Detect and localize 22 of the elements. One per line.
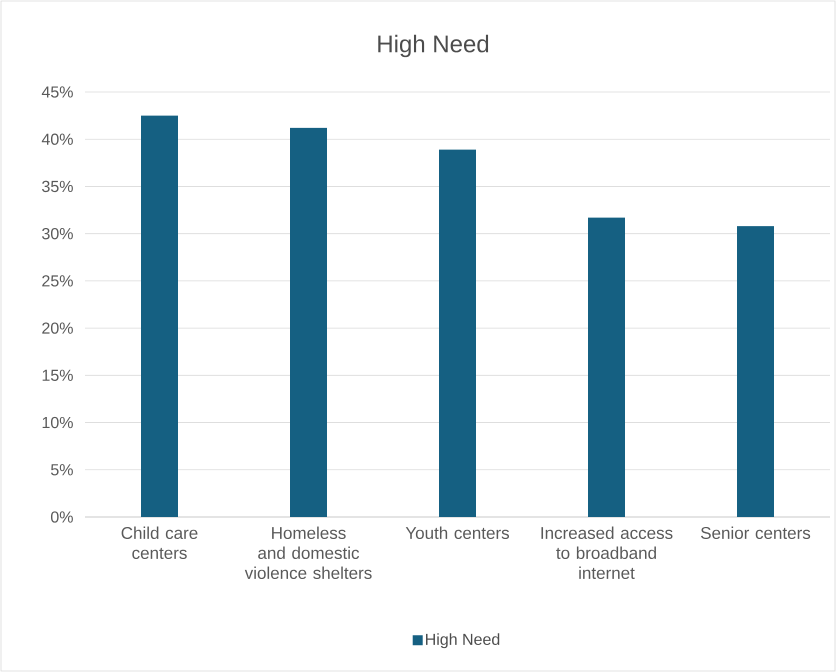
bar	[290, 128, 327, 517]
y-tick-label: 15%	[42, 370, 73, 381]
y-tick-label: 35%	[42, 180, 73, 192]
y-tick-label: 25%	[42, 275, 73, 287]
y-tick-label: 30%	[42, 228, 73, 240]
bar	[141, 116, 178, 517]
x-tick-label: Increased access to broadband internet	[541, 526, 672, 580]
y-tick-label: 0%	[50, 511, 73, 523]
x-tick-label: Youth centers	[406, 526, 510, 540]
bar	[439, 150, 476, 517]
x-tick-label: Child care centers	[122, 526, 198, 560]
bar	[737, 226, 774, 517]
y-tick-label: 5%	[50, 464, 73, 476]
legend-label: High Need	[426, 633, 500, 648]
x-tick-label: Homeless and domestic violence shelters	[244, 526, 372, 580]
bar	[588, 218, 626, 517]
chart-title: High Need	[378, 34, 488, 58]
y-tick-label: 40%	[42, 134, 73, 145]
y-tick-label: 10%	[42, 416, 73, 428]
y-tick-label: 20%	[42, 322, 73, 334]
y-tick-label: 45%	[42, 86, 73, 98]
x-tick-label: Senior centers	[700, 526, 810, 540]
